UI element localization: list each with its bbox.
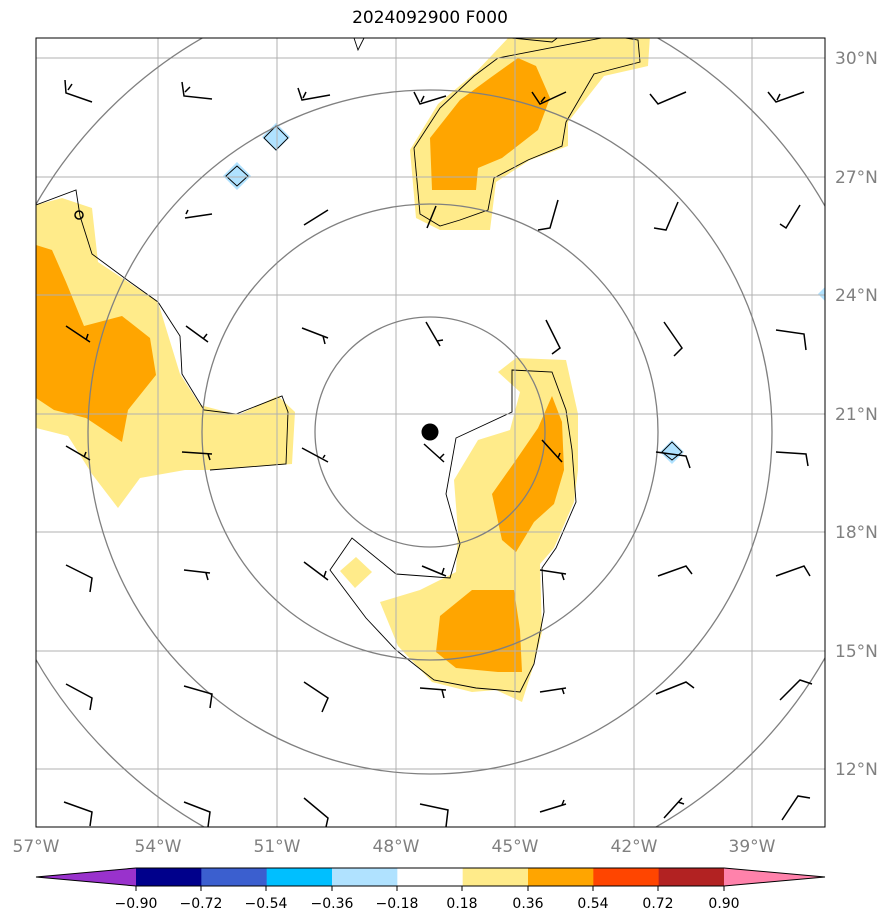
colorbar-cell <box>266 868 333 886</box>
colorbar-cell <box>593 868 660 886</box>
x-tick-label: 42°W <box>611 837 658 857</box>
colorbar-extend-low <box>36 868 136 886</box>
colorbar-tick-label: 0.72 <box>642 896 673 912</box>
y-tick-label: 21°N <box>835 405 878 425</box>
calm-wind-marker <box>74 210 84 220</box>
colorbar-tick-label: 0.54 <box>577 896 608 912</box>
colorbar-tick-label: −0.72 <box>180 896 223 912</box>
colorbar-extend-high <box>724 868 825 886</box>
map-title: 2024092900 F000 <box>352 8 508 28</box>
wind-barbs <box>63 79 813 827</box>
axis-labels: 57°W 54°W 51°W 48°W 45°W 42°W 39°W 30°N … <box>13 49 878 857</box>
storm-center-marker <box>421 423 439 441</box>
y-tick-label: 18°N <box>835 523 878 543</box>
colorbar-tick-label: −0.18 <box>376 896 419 912</box>
colorbar-tick-label: 0.90 <box>708 896 739 912</box>
colorbar-tick-label: 0.18 <box>446 896 477 912</box>
colorbar-tick-label: 0.36 <box>512 896 543 912</box>
colorbar-cell <box>462 868 529 886</box>
y-tick-label: 15°N <box>835 642 878 662</box>
colorbar-cell <box>332 868 398 886</box>
plot-area <box>36 38 825 827</box>
y-tick-label: 30°N <box>835 49 878 69</box>
colorbar-tick-label: −0.36 <box>311 896 354 912</box>
colorbar-cell <box>658 868 725 886</box>
colorbar-cell <box>397 868 464 886</box>
contour-lines <box>36 38 683 693</box>
x-tick-label: 39°W <box>729 837 776 857</box>
colorbar: −0.90 −0.72 −0.54 −0.36 −0.18 0.18 0.36 … <box>35 867 826 912</box>
colorbar-cell <box>201 868 268 886</box>
graticule <box>36 38 825 827</box>
colorbar-cells <box>36 868 825 886</box>
range-rings <box>36 38 825 827</box>
y-tick-label: 12°N <box>835 760 878 780</box>
plot-frame <box>35 37 826 828</box>
colorbar-cell <box>136 868 202 886</box>
y-tick-label: 27°N <box>835 168 878 188</box>
colorbar-cell <box>528 868 594 886</box>
x-tick-label: 51°W <box>254 837 301 857</box>
negative-field <box>223 123 825 464</box>
x-tick-label: 45°W <box>492 837 539 857</box>
x-tick-label: 54°W <box>135 837 182 857</box>
x-tick-label: 48°W <box>373 837 420 857</box>
x-tick-label: 57°W <box>13 837 60 857</box>
y-tick-label: 24°N <box>835 286 878 306</box>
colorbar-tick-label: −0.54 <box>245 896 288 912</box>
colorbar-tick-label: −0.90 <box>115 896 158 912</box>
